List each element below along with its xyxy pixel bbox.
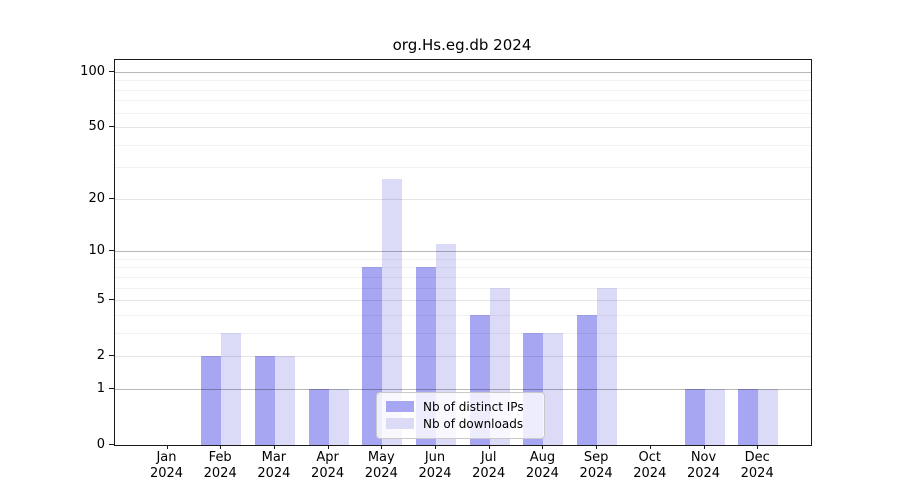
bar-downloads-dec <box>758 388 779 445</box>
gridline-4 <box>115 315 811 316</box>
gridlines-layer <box>115 60 811 445</box>
plot-area <box>114 59 812 446</box>
x-tick-label-apr: Apr 2024 <box>311 450 345 481</box>
legend: Nb of distinct IPs Nb of downloads <box>376 392 545 439</box>
x-tick-mark-dec <box>757 445 758 449</box>
y-tick-label-50: 50 <box>88 119 105 135</box>
y-tick-label-1: 1 <box>96 380 105 396</box>
gridline-3 <box>115 333 811 334</box>
x-tick-mark-aug <box>542 445 543 449</box>
x-tick-label-may: May 2024 <box>364 450 398 481</box>
legend-swatch-distinct-ips <box>386 401 414 412</box>
y-tick-label-100: 100 <box>80 63 105 79</box>
x-tick-label-feb: Feb 2024 <box>203 450 237 481</box>
bar-downloads-sep <box>597 287 618 445</box>
legend-label-distinct-ips: Nb of distinct IPs <box>423 399 524 414</box>
x-tick-label-sep: Sep 2024 <box>579 450 613 481</box>
gridline-100 <box>115 72 811 73</box>
bar-downloads-apr <box>328 388 349 445</box>
gridline-7 <box>115 277 811 278</box>
gridline-2 <box>115 356 811 357</box>
x-tick-mark-jan <box>167 445 168 449</box>
legend-entry-downloads: Nb of downloads <box>386 415 534 432</box>
x-tick-mark-may <box>381 445 382 449</box>
x-tick-label-oct: Oct 2024 <box>633 450 667 481</box>
gridline-60 <box>115 113 811 114</box>
gridline-70 <box>115 100 811 101</box>
x-tick-mark-sep <box>596 445 597 449</box>
bar-downloads-may <box>382 178 403 445</box>
y-tick-label-2: 2 <box>96 348 105 364</box>
legend-entry-distinct-ips: Nb of distinct IPs <box>386 398 534 415</box>
bar-downloads-aug <box>543 332 564 445</box>
x-tick-mark-feb <box>220 445 221 449</box>
gridline-6 <box>115 288 811 289</box>
bar-downloads-feb <box>221 332 242 445</box>
x-tick-label-jun: Jun 2024 <box>418 450 452 481</box>
gridline-50 <box>115 127 811 128</box>
x-tick-label-jan: Jan 2024 <box>149 450 184 481</box>
gridline-90 <box>115 80 811 81</box>
y-tick-mark <box>109 126 114 127</box>
bar-distinct-ips-apr <box>308 388 329 445</box>
x-tick-label-nov: Nov 2024 <box>686 450 721 481</box>
x-tick-label-dec: Dec 2024 <box>740 450 774 481</box>
gridline-40 <box>115 145 811 146</box>
x-tick-mark-apr <box>328 445 329 449</box>
y-tick-mark <box>109 198 114 199</box>
gridline-8 <box>115 267 811 268</box>
gridline-5 <box>115 300 811 301</box>
x-tick-mark-nov <box>704 445 705 449</box>
bar-distinct-ips-nov <box>684 388 705 445</box>
y-tick-mark <box>109 388 114 389</box>
legend-label-downloads: Nb of downloads <box>423 416 524 431</box>
x-tick-label-aug: Aug 2024 <box>525 450 559 481</box>
y-tick-mark <box>109 250 114 251</box>
x-tick-label-jul: Jul 2024 <box>472 450 506 481</box>
gridline-30 <box>115 167 811 168</box>
gridline-1 <box>115 389 811 390</box>
y-tick-label-20: 20 <box>88 190 105 206</box>
x-tick-label-mar: Mar 2024 <box>257 450 291 481</box>
y-tick-mark <box>109 299 114 300</box>
gridline-10 <box>115 251 811 252</box>
gridline-80 <box>115 90 811 91</box>
y-tick-label-10: 10 <box>88 243 105 259</box>
y-tick-mark <box>109 71 114 72</box>
gridline-20 <box>115 199 811 200</box>
chart-title: org.Hs.eg.db 2024 <box>392 36 532 54</box>
bar-distinct-ips-mar <box>254 356 275 445</box>
y-tick-label-0: 0 <box>96 437 105 452</box>
x-tick-mark-oct <box>650 445 651 449</box>
bar-distinct-ips-feb <box>201 356 222 445</box>
x-tick-mark-mar <box>274 445 275 449</box>
bar-downloads-nov <box>704 388 725 445</box>
x-tick-mark-jun <box>435 445 436 449</box>
gridline-9 <box>115 259 811 260</box>
bar-distinct-ips-dec <box>738 388 759 445</box>
y-tick-mark <box>109 444 114 445</box>
bar-downloads-mar <box>274 356 295 445</box>
bar-distinct-ips-sep <box>577 314 598 445</box>
y-tick-mark <box>109 355 114 356</box>
legend-swatch-downloads <box>386 418 414 429</box>
x-tick-mark-jul <box>489 445 490 449</box>
y-tick-label-5: 5 <box>96 292 105 308</box>
